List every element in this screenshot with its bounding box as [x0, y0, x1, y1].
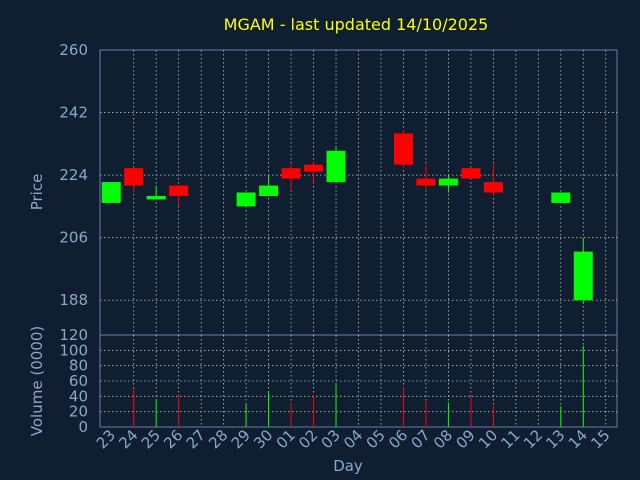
candle-body [101, 182, 121, 203]
candle-body [461, 168, 481, 179]
candle-07 [416, 164, 436, 190]
price-tick-label: 242 [59, 104, 88, 122]
x-axis: 2324252627282930010203040506070809101112… [93, 426, 614, 452]
volume-axis-label: Volume (0000) [28, 326, 46, 436]
candle-02 [304, 161, 324, 183]
candle-body [124, 168, 144, 186]
chart-title: MGAM - last updated 14/10/2025 [224, 15, 489, 34]
candle-13 [551, 192, 571, 203]
price-panel: 188 206 224 242 260 [59, 41, 618, 336]
price-axis-label: Price [28, 174, 46, 211]
candle-body [438, 178, 458, 186]
candle-body [304, 164, 324, 172]
candle-body [393, 133, 413, 165]
volume-tick-label: 40 [69, 387, 88, 405]
candle-body [551, 192, 571, 203]
candle-body [146, 195, 166, 200]
volume-tick-label: 20 [69, 403, 88, 421]
candle-30 [259, 175, 279, 196]
candle-body [416, 178, 436, 186]
candle-14 [573, 237, 593, 304]
volume-tick-label: 60 [69, 372, 88, 390]
candle-body [326, 150, 346, 183]
price-tick-label: 260 [59, 41, 88, 59]
candle-body [483, 182, 503, 193]
candle-body [259, 185, 279, 196]
candle-25 [146, 185, 166, 200]
candle-body [236, 192, 256, 207]
volume-tick-label: 80 [69, 357, 88, 375]
volume-tick-label: 100 [59, 341, 88, 359]
price-tick-label: 188 [59, 291, 88, 309]
candle-29 [236, 192, 256, 207]
price-tick-label: 224 [59, 166, 88, 184]
x-axis-label: Day [333, 457, 363, 475]
candle-09 [461, 168, 481, 179]
volume-tick-label: 0 [78, 418, 88, 436]
candle-24 [124, 168, 144, 193]
candle-23 [101, 182, 121, 203]
candle-26 [169, 185, 189, 207]
candle-10 [483, 164, 503, 196]
candle-body [573, 251, 593, 301]
candle-body [281, 168, 301, 179]
candle-body [169, 185, 189, 196]
candle-03 [326, 147, 346, 183]
candle-06 [393, 129, 413, 169]
price-tick-label: 206 [59, 229, 88, 247]
candle-08 [438, 175, 458, 193]
candle-01 [281, 164, 301, 190]
volume-tick-label: 120 [59, 326, 88, 344]
